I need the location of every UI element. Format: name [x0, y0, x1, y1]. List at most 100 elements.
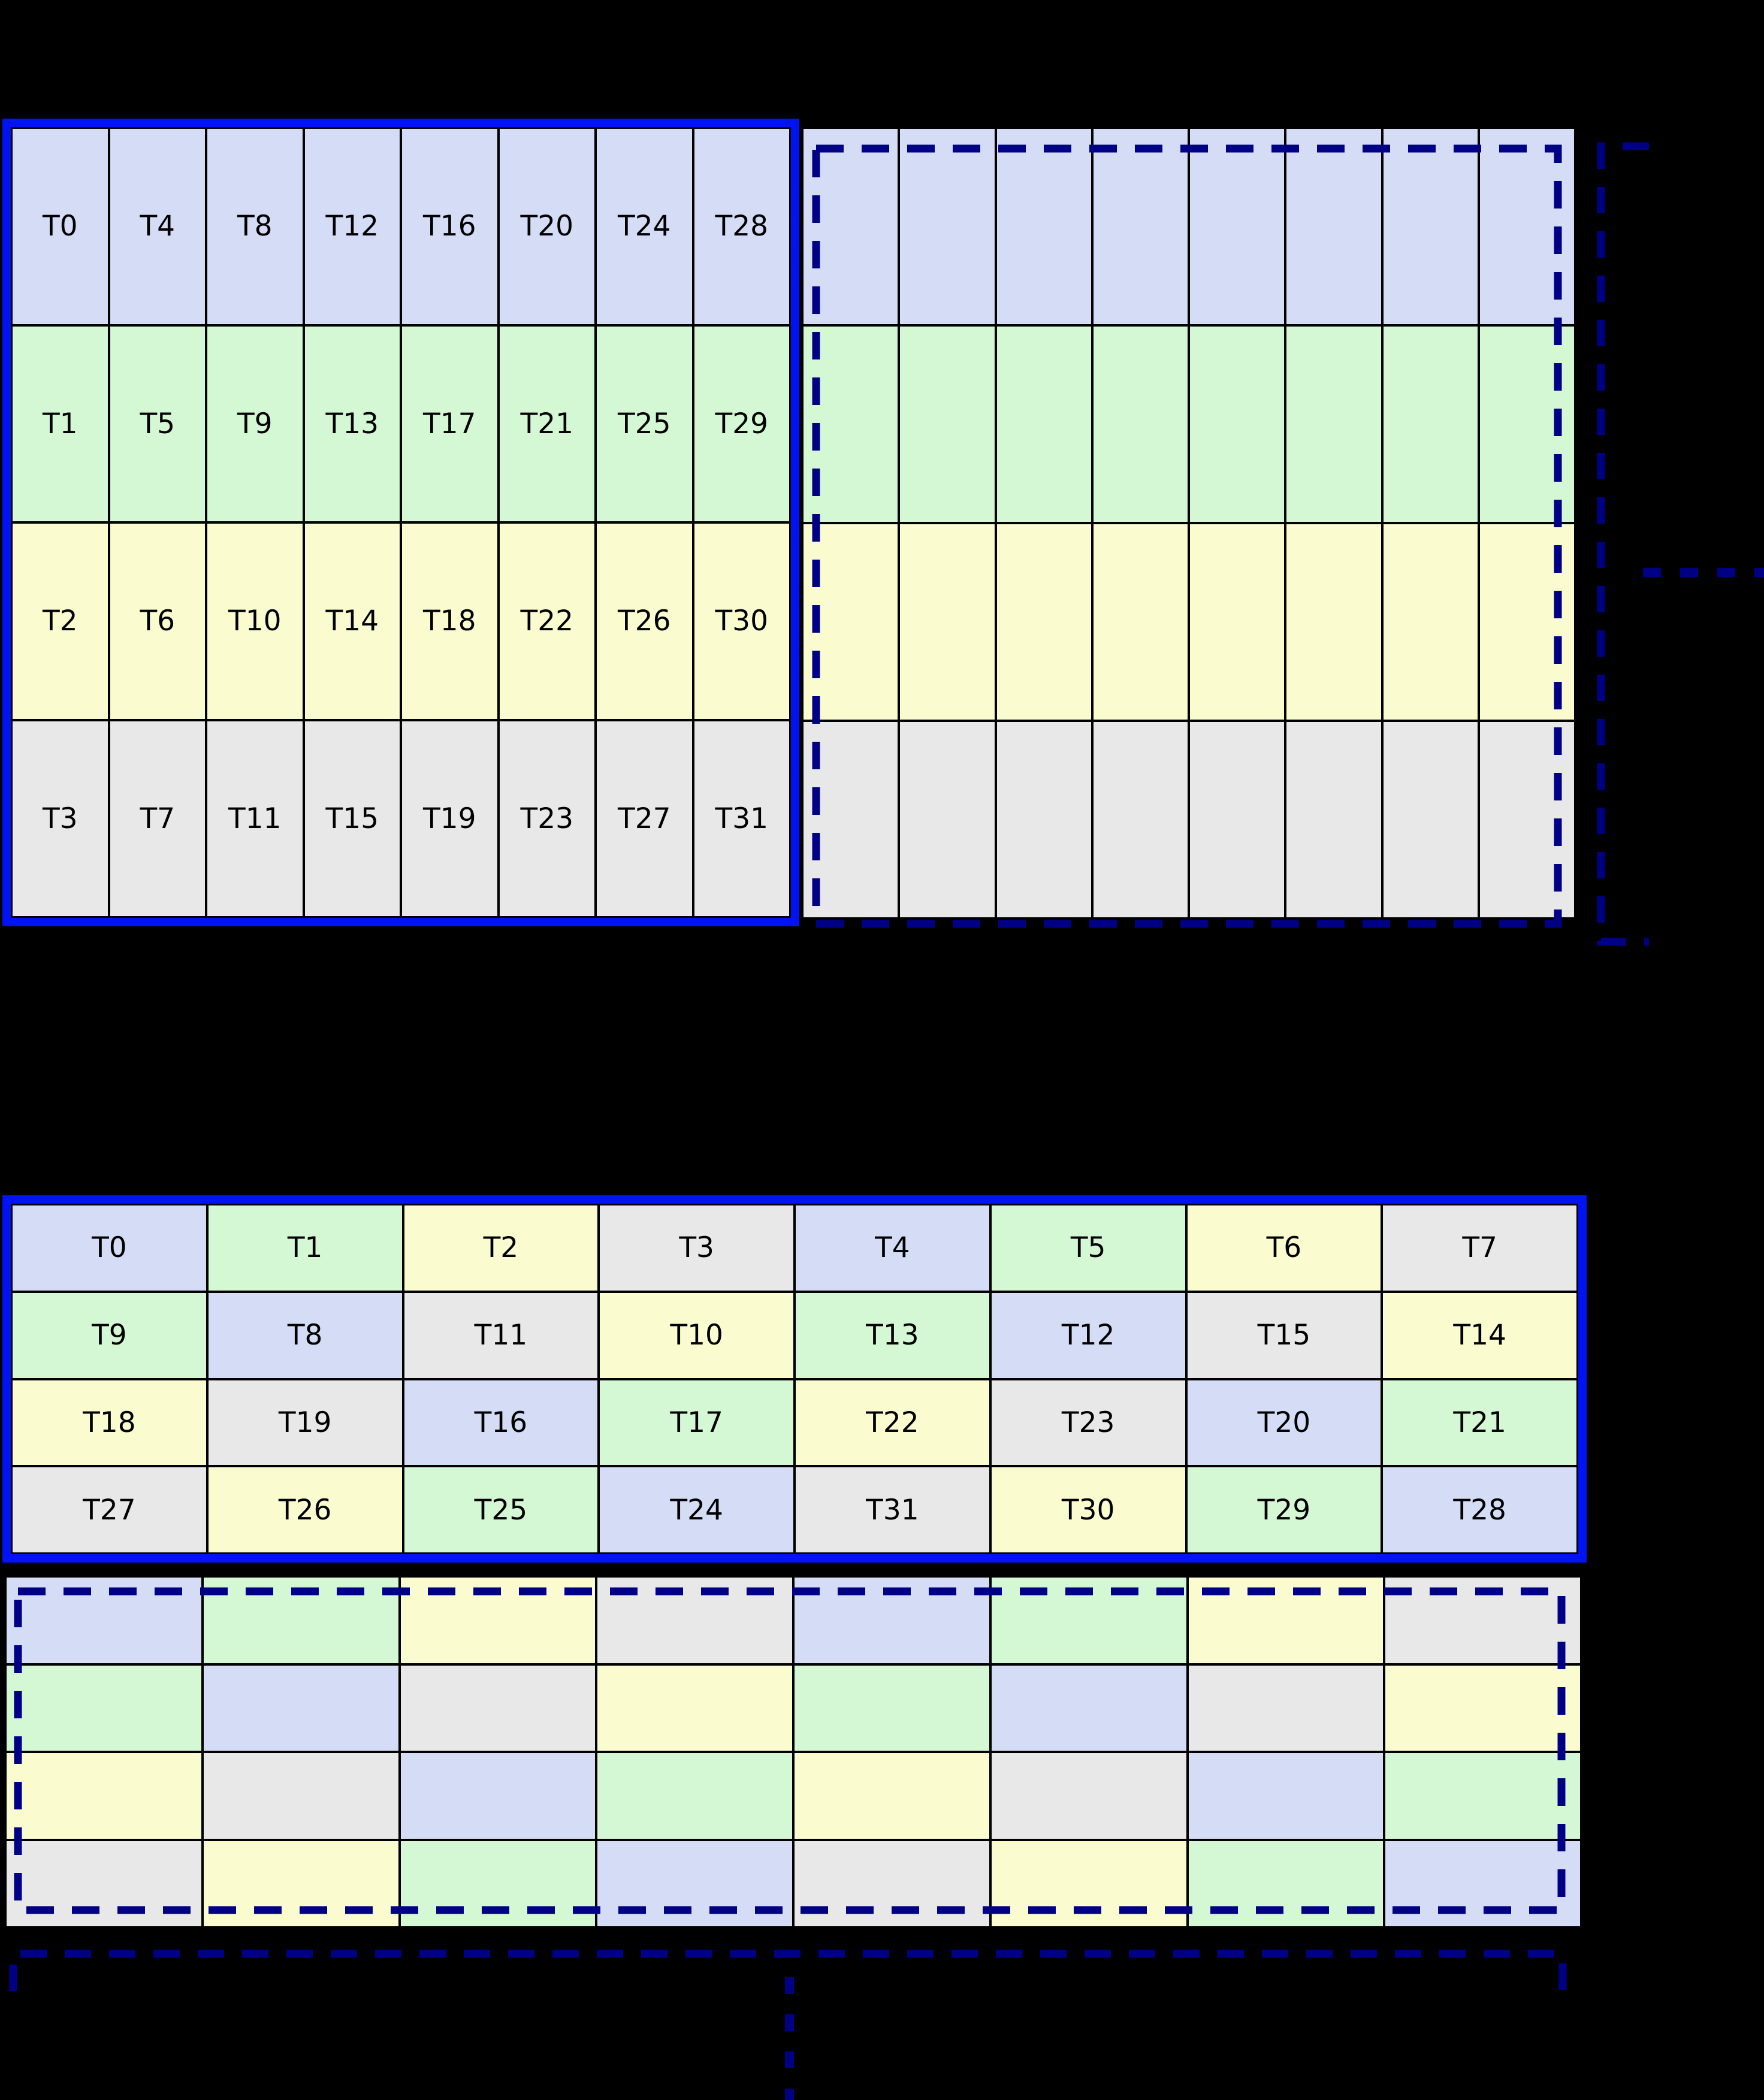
cell-T10: T10: [600, 1292, 793, 1378]
cell-T23: T23: [499, 721, 594, 916]
cell-T9: T9: [207, 326, 303, 521]
top-unlabeled-block: [802, 127, 1576, 919]
right-continuation-bracket-icon: [1597, 142, 1649, 946]
top-figure: T0 T4 T8 T12 T16 T20 T24 T28 T1 T5 T9 T13 T17 T21 T25 T…: [0, 0, 1764, 971]
top-labeled-block: T0 T4 T8 T12 T16 T20 T24 T28 T1 T5 T9 T13 T17 T21 T25 T…: [2, 119, 799, 926]
cell-T22: T22: [499, 524, 594, 719]
empty-cell: [1383, 722, 1478, 917]
empty-cell: [1190, 524, 1285, 720]
cell-T9: T9: [13, 1292, 206, 1378]
cell-T7: T7: [1383, 1205, 1576, 1291]
empty-cell: [1093, 129, 1188, 324]
empty-cell: [991, 1665, 1186, 1751]
empty-cell: [400, 1665, 596, 1751]
cell-T3: T3: [600, 1205, 793, 1291]
cell-T17: T17: [600, 1380, 793, 1466]
cell-T15: T15: [1187, 1292, 1381, 1378]
empty-cell: [996, 524, 1091, 720]
empty-cell: [996, 327, 1091, 522]
empty-cell: [996, 722, 1091, 917]
empty-cell: [7, 1753, 201, 1839]
empty-cell: [597, 1753, 792, 1839]
empty-cell: [1385, 1665, 1580, 1751]
empty-cell: [1286, 722, 1381, 917]
empty-cell: [900, 327, 995, 522]
cell-T29: T29: [694, 326, 789, 521]
empty-cell: [597, 1665, 792, 1751]
cell-T23: T23: [991, 1380, 1185, 1466]
cell-T18: T18: [402, 524, 497, 719]
top-dashed-region-border: [812, 144, 1562, 928]
cell-T22: T22: [796, 1380, 989, 1466]
top-labeled-grid: T0 T4 T8 T12 T16 T20 T24 T28 T1 T5 T9 T13 T17 T21 T25 T…: [11, 127, 791, 918]
cell-T13: T13: [304, 326, 400, 521]
vertical-ellipsis-icon: [785, 1977, 794, 2100]
cell-T12: T12: [991, 1292, 1185, 1378]
cell-T29: T29: [1187, 1467, 1381, 1552]
cell-T30: T30: [694, 524, 789, 719]
empty-cell: [900, 129, 995, 324]
cell-T27: T27: [597, 721, 692, 916]
cell-T21: T21: [1383, 1380, 1576, 1466]
cell-T5: T5: [991, 1205, 1185, 1291]
cell-T18: T18: [13, 1380, 206, 1466]
cell-T31: T31: [796, 1467, 989, 1552]
empty-cell: [991, 1753, 1186, 1839]
empty-cell: [1093, 524, 1188, 720]
cell-T11: T11: [207, 721, 303, 916]
cell-T11: T11: [404, 1292, 598, 1378]
cell-T27: T27: [13, 1467, 206, 1552]
cell-T31: T31: [694, 721, 789, 916]
cell-T16: T16: [404, 1380, 598, 1466]
empty-cell: [900, 722, 995, 917]
empty-cell: [795, 1753, 989, 1839]
cell-T26: T26: [208, 1467, 402, 1552]
empty-cell: [1286, 524, 1381, 720]
bottom-labeled-block: T0 T1 T2 T3 T4 T5 T6 T7 T9 T8 T11 T10 T13 T12 T15 T14 T1…: [2, 1195, 1587, 1563]
empty-cell: [996, 129, 1091, 324]
cell-T6: T6: [110, 524, 205, 719]
empty-cell: [1190, 722, 1285, 917]
top-unlabeled-grid: [802, 127, 1576, 919]
cell-T26: T26: [597, 524, 692, 719]
cell-T20: T20: [499, 129, 594, 324]
empty-cell: [1093, 327, 1188, 522]
bottom-continuation-bracket-icon: [9, 1950, 1567, 1991]
bottom-dashed-region-border: [14, 1587, 1566, 1914]
empty-cell: [1286, 129, 1381, 324]
cell-T10: T10: [207, 524, 303, 719]
cell-T1: T1: [208, 1205, 402, 1291]
empty-cell: [1188, 1665, 1384, 1751]
cell-T4: T4: [796, 1205, 989, 1291]
empty-cell: [203, 1753, 398, 1839]
empty-cell: [795, 1665, 989, 1751]
empty-cell: [1188, 1753, 1384, 1839]
cell-T4: T4: [110, 129, 205, 324]
empty-cell: [203, 1665, 398, 1751]
horizontal-ellipsis-icon: [1643, 568, 1764, 577]
cell-T0: T0: [13, 129, 108, 324]
empty-cell: [1383, 524, 1478, 720]
cell-T25: T25: [404, 1467, 598, 1552]
empty-cell: [1190, 129, 1285, 324]
empty-cell: [1383, 129, 1478, 324]
cell-T13: T13: [796, 1292, 989, 1378]
cell-T14: T14: [1383, 1292, 1576, 1378]
cell-T30: T30: [991, 1467, 1185, 1552]
cell-T25: T25: [597, 326, 692, 521]
cell-T8: T8: [207, 129, 303, 324]
cell-T28: T28: [694, 129, 789, 324]
cell-T2: T2: [404, 1205, 598, 1291]
empty-cell: [400, 1753, 596, 1839]
cell-T28: T28: [1383, 1467, 1576, 1552]
cell-T7: T7: [110, 721, 205, 916]
empty-cell: [1286, 327, 1381, 522]
cell-T8: T8: [208, 1292, 402, 1378]
empty-cell: [1190, 327, 1285, 522]
cell-T14: T14: [304, 524, 400, 719]
cell-T20: T20: [1187, 1380, 1381, 1466]
bottom-labeled-grid: T0 T1 T2 T3 T4 T5 T6 T7 T9 T8 T11 T10 T13 T12 T15 T14 T1…: [11, 1204, 1578, 1554]
cell-T6: T6: [1187, 1205, 1381, 1291]
cell-T17: T17: [402, 326, 497, 521]
